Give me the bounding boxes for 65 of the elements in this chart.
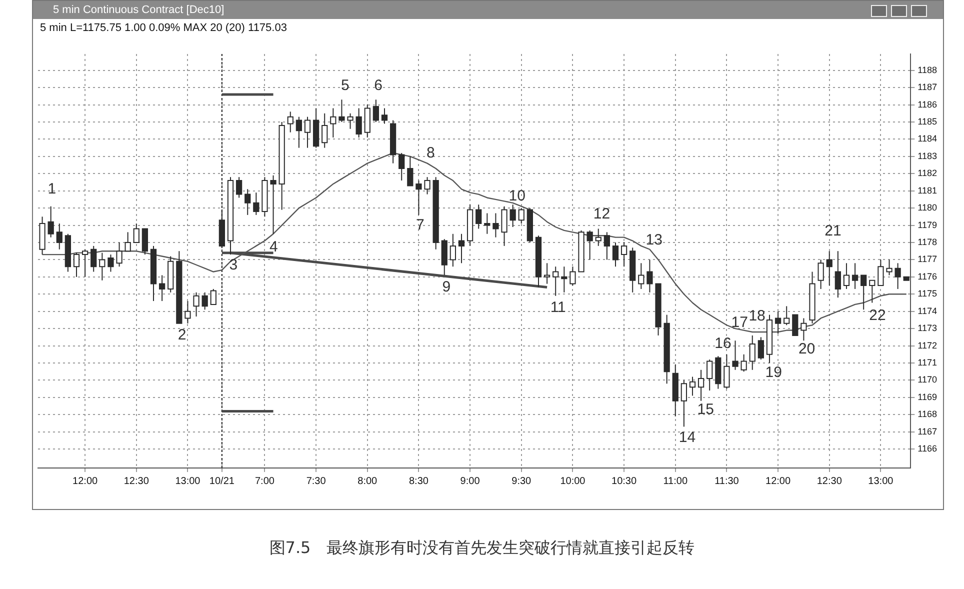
annotation: 1: [48, 180, 56, 198]
y-tick-label: 1168: [918, 409, 938, 420]
x-tick-label: 7:30: [306, 476, 326, 487]
annotation: 22: [869, 306, 886, 324]
y-tick-label: 1177: [918, 254, 938, 264]
y-tick-label: 1167: [918, 426, 938, 436]
annotation: 7: [416, 216, 424, 234]
x-tick-label: 9:30: [512, 476, 532, 487]
x-tick-label: 13:00: [175, 476, 201, 487]
y-tick-label: 1188: [918, 64, 938, 75]
chart-title: 5 min Continuous Contract [Dec10]: [52, 4, 224, 16]
y-tick-label: 1171: [918, 357, 938, 368]
y-tick-label: 1185: [918, 116, 938, 126]
caption: 图7.5 最终旗形有时没有首先发生突破行情就直接引起反转: [268, 538, 696, 559]
y-tick-label: 1182: [918, 168, 938, 178]
annotation: 10: [508, 188, 526, 205]
x-tick-label: 12:30: [124, 476, 150, 487]
annotation: 21: [824, 222, 842, 240]
annotation: 13: [646, 231, 662, 248]
x-tick-label: 12:00: [72, 476, 98, 487]
y-tick-label: 1170: [918, 374, 938, 385]
y-tick-label: 1187: [918, 82, 938, 92]
y-tick-label: 1169: [918, 392, 938, 402]
y-tick-label: 1174: [918, 306, 938, 316]
y-tick-label: 1178: [918, 236, 938, 247]
annotation: 19: [765, 364, 782, 381]
x-tick-label: 12:00: [766, 476, 791, 487]
y-tick-label: 1172: [918, 340, 938, 350]
annotation: 14: [678, 428, 696, 446]
x-tick-label: 7:00: [254, 476, 275, 487]
annotation: 5: [341, 77, 350, 94]
x-tick-label: 8:30: [408, 476, 429, 487]
x-tick-label: 13:00: [868, 476, 894, 487]
x-tick-label: 11:30: [714, 476, 740, 487]
x-tick-label: 8:00: [358, 476, 378, 487]
y-tick-label: 1166: [918, 444, 938, 454]
annotation: 4: [269, 238, 278, 256]
chart-subtitle: 5 min L=1175.75 1.00 0.09% MAX 20 (20) 1175.03: [40, 22, 287, 34]
y-tick-label: 1181: [918, 185, 938, 196]
annotation: 3: [229, 256, 238, 274]
y-tick-label: 1175: [918, 288, 938, 299]
y-tick-label: 1180: [918, 202, 938, 213]
y-tick-label: 1179: [918, 220, 938, 230]
annotation: 9: [442, 278, 451, 296]
x-tick-label: 10/21: [209, 476, 235, 487]
y-tick-label: 1173: [918, 323, 938, 334]
annotation: 8: [426, 144, 435, 162]
x-tick-label: 10:30: [612, 476, 637, 487]
annotation: 15: [697, 401, 714, 418]
annotation: 12: [593, 205, 610, 222]
x-tick-label: 12:30: [816, 476, 842, 487]
x-tick-label: 11:00: [663, 476, 688, 487]
annotation: 11: [550, 298, 566, 316]
annotation: 6: [374, 77, 383, 94]
annotation: 20: [798, 340, 816, 358]
x-tick-label: 9:00: [460, 476, 480, 487]
y-tick-label: 1186: [918, 99, 938, 110]
annotation: 16: [714, 334, 732, 352]
annotation: 18: [748, 308, 766, 325]
x-tick-label: 10:00: [560, 476, 586, 487]
annotation: 2: [178, 326, 186, 344]
annotation: 17: [731, 314, 748, 331]
y-tick-label: 1176: [918, 271, 938, 282]
y-tick-label: 1184: [918, 134, 938, 144]
y-tick-label: 1183: [918, 150, 938, 161]
